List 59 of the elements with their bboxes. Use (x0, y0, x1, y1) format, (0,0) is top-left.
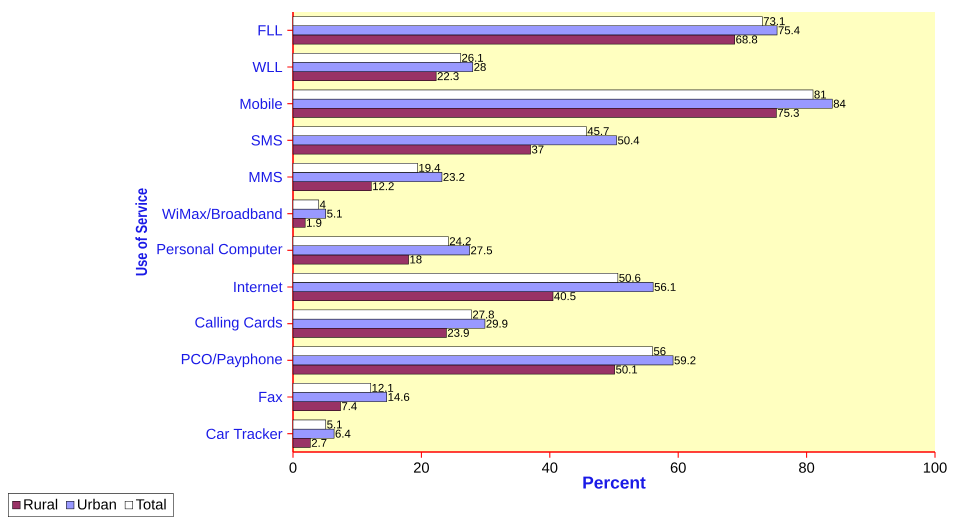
y-axis-title: Use of Service (135, 188, 148, 276)
data-label: 5.1 (327, 210, 342, 218)
x-tick-label: 0 (289, 462, 296, 473)
data-label: 29.9 (486, 320, 508, 328)
legend-label: Total (136, 498, 166, 510)
y-tick-label: SMS (251, 135, 282, 146)
data-label: 84 (834, 100, 846, 108)
data-label: 59.2 (674, 356, 696, 364)
y-tick-label: WLL (252, 62, 282, 72)
data-label: 56 (654, 347, 666, 356)
data-label: 4 (320, 200, 326, 208)
x-tick-label: 40 (542, 462, 558, 473)
data-label: 23.2 (443, 173, 464, 182)
data-label: 75.4 (778, 26, 800, 34)
data-label: 28 (474, 63, 486, 72)
data-label: 56.1 (654, 283, 676, 292)
data-label: 23.9 (448, 328, 469, 337)
data-label: 12.2 (373, 182, 394, 190)
x-tick-label: 60 (670, 462, 686, 473)
data-label: 14.6 (388, 393, 410, 402)
x-tick-label: 80 (799, 462, 814, 473)
data-label: 68.8 (736, 36, 758, 44)
data-label: 18 (410, 256, 422, 264)
y-tick-label: MMS (250, 172, 282, 182)
data-label: 24.2 (450, 237, 471, 246)
data-label: 6.4 (336, 430, 350, 438)
data-label: 22.3 (438, 72, 459, 80)
data-label: 19.4 (419, 164, 440, 172)
x-tick-label: 100 (924, 462, 947, 473)
data-label: 40.5 (554, 292, 576, 300)
data-label: 7.4 (342, 402, 357, 410)
legend-label: Urban (78, 498, 116, 510)
data-label: 50.4 (618, 136, 640, 144)
y-tick-label: Fax (259, 392, 282, 402)
data-label: 5.1 (327, 420, 342, 428)
data-label: 1.9 (306, 218, 322, 227)
data-label: 27.8 (472, 310, 494, 319)
data-label: 75.3 (778, 108, 799, 117)
x-tick-label: 20 (414, 462, 429, 473)
x-axis-title: Percent (583, 476, 646, 489)
data-label: 73.1 (764, 17, 785, 26)
data-label: 12.1 (372, 384, 394, 392)
data-label: 2.7 (312, 438, 326, 447)
y-tick-label: Mobile (240, 98, 282, 110)
data-label: 50.6 (619, 274, 640, 282)
y-tick-label: Internet (234, 282, 282, 292)
y-tick-label: WiMax/Broadband (162, 208, 282, 220)
y-tick-label: Car Tracker (206, 428, 282, 440)
y-tick-label: FLL (258, 25, 282, 36)
legend-label: Rural (24, 498, 58, 510)
data-label: 26.1 (462, 54, 483, 62)
data-label: 81 (814, 90, 826, 99)
data-label: 27.5 (471, 246, 492, 254)
data-label: 37 (532, 146, 544, 154)
data-label: 50.1 (616, 366, 638, 374)
y-tick-label: PCO/Payphone (182, 354, 282, 368)
y-tick-label: Calling Cards (195, 316, 282, 330)
data-label: 45.7 (588, 127, 609, 136)
y-tick-label: Personal Computer (157, 244, 282, 258)
